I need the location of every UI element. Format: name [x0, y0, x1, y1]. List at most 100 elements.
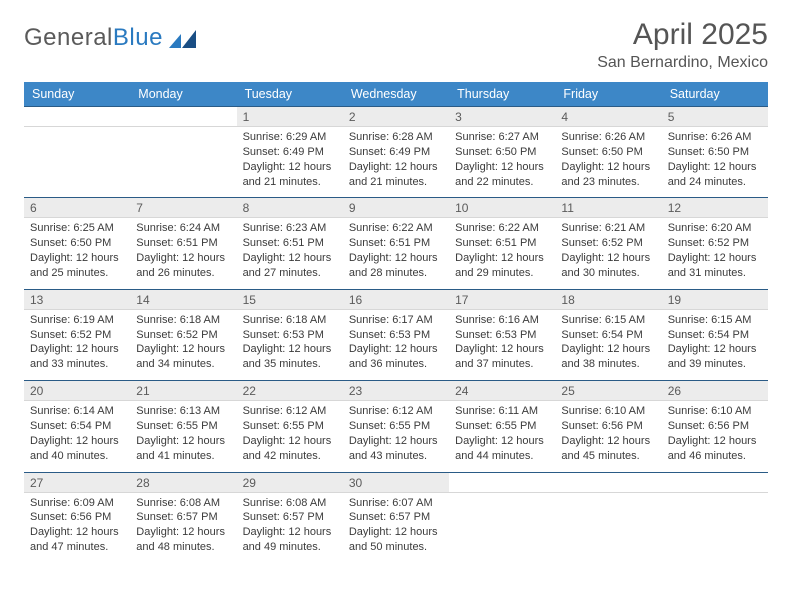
daylight-line: Daylight: 12 hours and 30 minutes. [561, 251, 655, 281]
daylight-line: Daylight: 12 hours and 22 minutes. [455, 160, 549, 190]
day-content-row: Sunrise: 6:29 AMSunset: 6:49 PMDaylight:… [24, 127, 768, 198]
day-cell: Sunrise: 6:09 AMSunset: 6:56 PMDaylight:… [24, 492, 130, 563]
sunrise-line: Sunrise: 6:29 AM [243, 130, 337, 145]
sunrise-line: Sunrise: 6:08 AM [136, 496, 230, 511]
empty-cell [555, 472, 661, 492]
daylight-line: Daylight: 12 hours and 26 minutes. [136, 251, 230, 281]
daylight-line: Daylight: 12 hours and 21 minutes. [349, 160, 443, 190]
sunset-line: Sunset: 6:54 PM [668, 328, 762, 343]
day-number: 28 [130, 472, 236, 492]
daylight-line: Daylight: 12 hours and 31 minutes. [668, 251, 762, 281]
day-cell: Sunrise: 6:15 AMSunset: 6:54 PMDaylight:… [662, 309, 768, 380]
daylight-line: Daylight: 12 hours and 42 minutes. [243, 434, 337, 464]
sunrise-line: Sunrise: 6:09 AM [30, 496, 124, 511]
day-number: 20 [24, 381, 130, 401]
sunset-line: Sunset: 6:50 PM [30, 236, 124, 251]
daylight-line: Daylight: 12 hours and 37 minutes. [455, 342, 549, 372]
day-number: 25 [555, 381, 661, 401]
day-cell: Sunrise: 6:22 AMSunset: 6:51 PMDaylight:… [343, 218, 449, 289]
empty-cell [449, 472, 555, 492]
title-block: April 2025 San Bernardino, Mexico [597, 18, 768, 72]
logo-text: GeneralBlue [24, 24, 163, 52]
sunrise-line: Sunrise: 6:20 AM [668, 221, 762, 236]
weekday-header: Sunday [24, 82, 130, 107]
sunrise-line: Sunrise: 6:18 AM [136, 313, 230, 328]
day-number: 15 [237, 289, 343, 309]
daylight-line: Daylight: 12 hours and 27 minutes. [243, 251, 337, 281]
sunrise-line: Sunrise: 6:27 AM [455, 130, 549, 145]
logo-text-b: Blue [113, 24, 163, 51]
day-number: 23 [343, 381, 449, 401]
sunrise-line: Sunrise: 6:21 AM [561, 221, 655, 236]
empty-cell [130, 127, 236, 198]
day-cell: Sunrise: 6:10 AMSunset: 6:56 PMDaylight:… [555, 401, 661, 472]
sunset-line: Sunset: 6:54 PM [30, 419, 124, 434]
sunrise-line: Sunrise: 6:15 AM [668, 313, 762, 328]
day-cell: Sunrise: 6:28 AMSunset: 6:49 PMDaylight:… [343, 127, 449, 198]
sunrise-line: Sunrise: 6:12 AM [349, 404, 443, 419]
sunrise-line: Sunrise: 6:14 AM [30, 404, 124, 419]
day-number: 24 [449, 381, 555, 401]
day-cell: Sunrise: 6:26 AMSunset: 6:50 PMDaylight:… [555, 127, 661, 198]
daylight-line: Daylight: 12 hours and 23 minutes. [561, 160, 655, 190]
day-number: 12 [662, 198, 768, 218]
daylight-line: Daylight: 12 hours and 49 minutes. [243, 525, 337, 555]
sunset-line: Sunset: 6:52 PM [30, 328, 124, 343]
day-number: 30 [343, 472, 449, 492]
day-number: 26 [662, 381, 768, 401]
day-cell: Sunrise: 6:12 AMSunset: 6:55 PMDaylight:… [237, 401, 343, 472]
empty-cell [449, 492, 555, 563]
sunset-line: Sunset: 6:52 PM [668, 236, 762, 251]
daylight-line: Daylight: 12 hours and 48 minutes. [136, 525, 230, 555]
sunrise-line: Sunrise: 6:10 AM [561, 404, 655, 419]
day-content-row: Sunrise: 6:09 AMSunset: 6:56 PM Daylight:… [24, 492, 768, 563]
day-number: 6 [24, 198, 130, 218]
day-content-row: Sunrise: 6:14 AMSunset: 6:54 PMDaylight:… [24, 401, 768, 472]
sunset-line: Sunset: 6:56 PM [30, 510, 124, 525]
daylight-line: Daylight: 12 hours and 43 minutes. [349, 434, 443, 464]
day-number: 17 [449, 289, 555, 309]
day-cell: Sunrise: 6:16 AMSunset: 6:53 PMDaylight:… [449, 309, 555, 380]
sunset-line: Sunset: 6:55 PM [243, 419, 337, 434]
sunset-line: Sunset: 6:57 PM [243, 510, 337, 525]
calendar-table: SundayMondayTuesdayWednesdayThursdayFrid… [24, 82, 768, 563]
logo-text-a: General [24, 24, 113, 51]
day-number-row: 27282930 [24, 472, 768, 492]
day-content-row: Sunrise: 6:19 AMSunset: 6:52 PMDaylight:… [24, 309, 768, 380]
day-cell: Sunrise: 6:26 AMSunset: 6:50 PMDaylight:… [662, 127, 768, 198]
sunset-line: Sunset: 6:51 PM [349, 236, 443, 251]
sunrise-line: Sunrise: 6:16 AM [455, 313, 549, 328]
day-number: 8 [237, 198, 343, 218]
sunrise-line: Sunrise: 6:24 AM [136, 221, 230, 236]
sunset-line: Sunset: 6:54 PM [561, 328, 655, 343]
day-cell: Sunrise: 6:18 AMSunset: 6:53 PMDaylight:… [237, 309, 343, 380]
day-cell: Sunrise: 6:12 AMSunset: 6:55 PMDaylight:… [343, 401, 449, 472]
sunrise-line: Sunrise: 6:26 AM [561, 130, 655, 145]
day-number: 14 [130, 289, 236, 309]
day-number: 1 [237, 107, 343, 127]
sunrise-line: Sunrise: 6:22 AM [349, 221, 443, 236]
sunrise-line: Sunrise: 6:23 AM [243, 221, 337, 236]
empty-cell [24, 107, 130, 127]
day-cell: Sunrise: 6:07 AMSunset: 6:57 PMDaylight:… [343, 492, 449, 563]
daylight-line: Daylight: 12 hours and 34 minutes. [136, 342, 230, 372]
day-cell: Sunrise: 6:25 AMSunset: 6:50 PMDaylight:… [24, 218, 130, 289]
daylight-line: Daylight: 12 hours and 38 minutes. [561, 342, 655, 372]
day-cell: Sunrise: 6:18 AMSunset: 6:52 PMDaylight:… [130, 309, 236, 380]
empty-cell [130, 107, 236, 127]
day-cell: Sunrise: 6:19 AMSunset: 6:52 PMDaylight:… [24, 309, 130, 380]
daylight-line: Daylight: 12 hours and 39 minutes. [668, 342, 762, 372]
logo-triangles-icon [169, 28, 197, 48]
day-number-row: 20212223242526 [24, 381, 768, 401]
day-number-row: 6789101112 [24, 198, 768, 218]
daylight-line: Daylight: 12 hours and 40 minutes. [30, 434, 124, 464]
day-cell: Sunrise: 6:08 AMSunset: 6:57 PMDaylight:… [237, 492, 343, 563]
empty-cell [662, 472, 768, 492]
day-content-row: Sunrise: 6:25 AMSunset: 6:50 PMDaylight:… [24, 218, 768, 289]
day-cell: Sunrise: 6:20 AMSunset: 6:52 PMDaylight:… [662, 218, 768, 289]
calendar-page: GeneralBlue April 2025 San Bernardino, M… [0, 0, 792, 563]
day-cell: Sunrise: 6:17 AMSunset: 6:53 PMDaylight:… [343, 309, 449, 380]
daylight-line: Daylight: 12 hours and 46 minutes. [668, 434, 762, 464]
day-cell: Sunrise: 6:14 AMSunset: 6:54 PMDaylight:… [24, 401, 130, 472]
day-number: 5 [662, 107, 768, 127]
